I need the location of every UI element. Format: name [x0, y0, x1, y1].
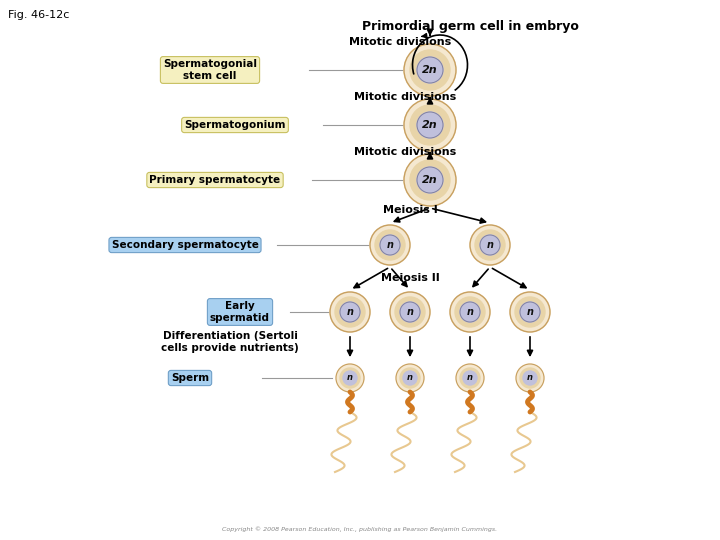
Circle shape [520, 302, 540, 322]
Text: n: n [527, 374, 533, 382]
Circle shape [375, 230, 405, 260]
Circle shape [380, 235, 400, 255]
Text: 2n: 2n [422, 120, 438, 130]
Text: Secondary spermatocyte: Secondary spermatocyte [112, 240, 258, 250]
Circle shape [410, 50, 450, 90]
Circle shape [463, 371, 477, 385]
Circle shape [340, 302, 360, 322]
Circle shape [520, 368, 540, 388]
Circle shape [336, 364, 364, 392]
Circle shape [456, 364, 484, 392]
Circle shape [417, 112, 443, 138]
Text: 2n: 2n [422, 175, 438, 185]
Circle shape [400, 302, 420, 322]
Circle shape [400, 368, 420, 388]
Text: Meiosis II: Meiosis II [381, 273, 439, 283]
Circle shape [410, 160, 450, 200]
Text: Primary spermatocyte: Primary spermatocyte [150, 175, 281, 185]
Circle shape [510, 292, 550, 332]
Circle shape [470, 225, 510, 265]
Circle shape [403, 371, 417, 385]
Circle shape [450, 292, 490, 332]
Text: n: n [526, 307, 534, 317]
Text: Spermatogonium: Spermatogonium [184, 120, 286, 130]
Text: Mitotic divisions: Mitotic divisions [354, 147, 456, 157]
Circle shape [516, 364, 544, 392]
Circle shape [390, 292, 430, 332]
Circle shape [404, 154, 456, 206]
Text: n: n [387, 240, 394, 250]
Circle shape [335, 297, 365, 327]
Circle shape [455, 297, 485, 327]
Circle shape [480, 235, 500, 255]
Text: Differentiation (Sertoli
cells provide nutrients): Differentiation (Sertoli cells provide n… [161, 331, 299, 353]
Text: Spermatogonial
stem cell: Spermatogonial stem cell [163, 59, 257, 81]
Circle shape [330, 292, 370, 332]
Circle shape [395, 297, 425, 327]
Text: n: n [346, 307, 354, 317]
Text: n: n [347, 374, 353, 382]
Text: Fig. 46-12c: Fig. 46-12c [8, 10, 69, 20]
Circle shape [343, 371, 357, 385]
Circle shape [460, 302, 480, 322]
Circle shape [340, 368, 360, 388]
Circle shape [404, 44, 456, 96]
Text: Sperm: Sperm [171, 373, 209, 383]
Text: Mitotic divisions: Mitotic divisions [354, 92, 456, 102]
Text: Meiosis I: Meiosis I [382, 205, 437, 215]
Text: Copyright © 2008 Pearson Education, Inc., publishing as Pearson Benjamin Cumming: Copyright © 2008 Pearson Education, Inc.… [222, 526, 498, 532]
Text: n: n [407, 374, 413, 382]
Circle shape [417, 57, 443, 83]
Circle shape [404, 99, 456, 151]
Circle shape [460, 368, 480, 388]
Text: Primordial germ cell in embryo: Primordial germ cell in embryo [361, 20, 578, 33]
Text: Mitotic divisions: Mitotic divisions [349, 37, 451, 47]
Circle shape [417, 167, 443, 193]
Circle shape [475, 230, 505, 260]
Text: n: n [407, 307, 413, 317]
Circle shape [523, 371, 537, 385]
Circle shape [370, 225, 410, 265]
Text: n: n [487, 240, 493, 250]
Text: Early
spermatid: Early spermatid [210, 301, 270, 323]
Text: n: n [467, 307, 474, 317]
Circle shape [396, 364, 424, 392]
Text: 2n: 2n [422, 65, 438, 75]
Circle shape [410, 105, 450, 145]
Circle shape [515, 297, 545, 327]
Text: n: n [467, 374, 473, 382]
